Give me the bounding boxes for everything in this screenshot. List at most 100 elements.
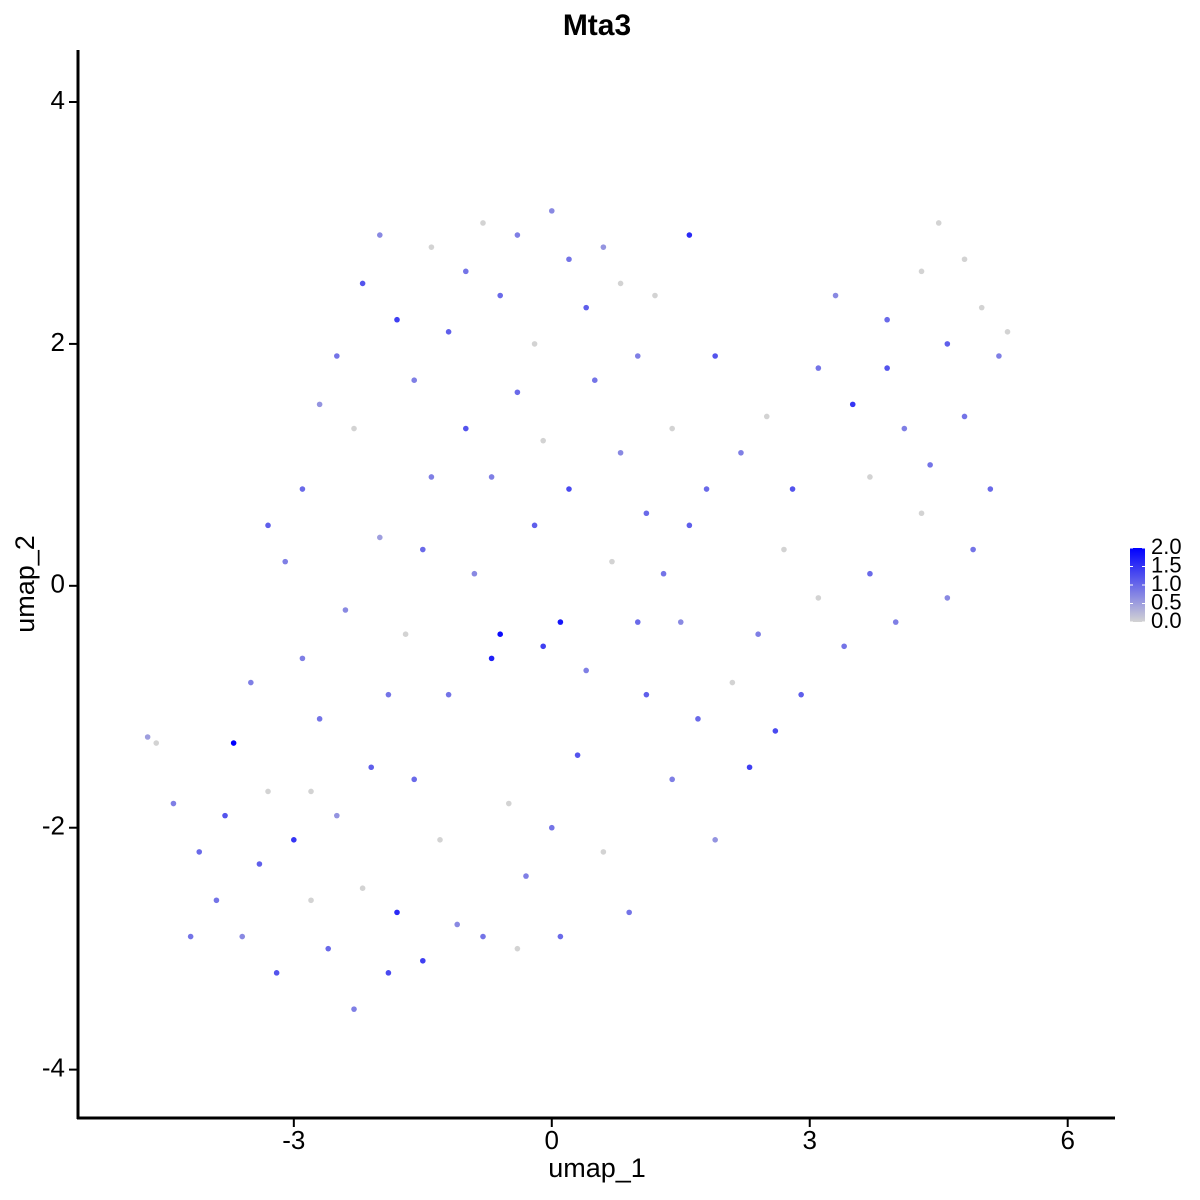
point bbox=[600, 849, 607, 855]
point bbox=[222, 812, 228, 819]
point bbox=[944, 595, 951, 601]
point bbox=[634, 353, 641, 359]
point bbox=[514, 945, 521, 952]
point bbox=[927, 462, 933, 468]
x-tick-label: 3 bbox=[803, 1125, 817, 1155]
point bbox=[308, 788, 314, 795]
point bbox=[849, 401, 856, 408]
point bbox=[686, 232, 693, 238]
point bbox=[832, 292, 839, 299]
point bbox=[591, 377, 598, 383]
colorbar-label: 1.5 bbox=[1151, 552, 1182, 577]
point bbox=[841, 643, 847, 650]
point bbox=[153, 740, 160, 746]
point bbox=[325, 945, 332, 952]
point bbox=[248, 679, 254, 686]
point bbox=[815, 595, 822, 601]
point bbox=[884, 316, 890, 323]
point bbox=[772, 728, 779, 734]
point bbox=[634, 619, 641, 625]
point bbox=[652, 292, 658, 299]
point bbox=[265, 788, 271, 795]
point bbox=[273, 970, 280, 976]
y-tick-label: 0 bbox=[51, 569, 65, 599]
y-axis-title: umap_2 bbox=[10, 535, 40, 633]
point bbox=[170, 800, 177, 807]
point bbox=[505, 800, 512, 807]
point bbox=[961, 413, 968, 420]
point bbox=[514, 232, 521, 238]
point bbox=[196, 849, 203, 855]
colorbar-label: 1.0 bbox=[1151, 571, 1182, 596]
point bbox=[316, 716, 323, 722]
point bbox=[291, 837, 297, 843]
point bbox=[712, 837, 718, 843]
point bbox=[308, 897, 314, 904]
point bbox=[497, 631, 503, 637]
point bbox=[359, 885, 366, 891]
point bbox=[669, 425, 675, 432]
y-tick-label: -4 bbox=[42, 1052, 65, 1082]
point bbox=[918, 268, 925, 275]
point bbox=[351, 425, 357, 432]
colorbar-label: 0.0 bbox=[1151, 608, 1182, 633]
point bbox=[643, 691, 650, 698]
point bbox=[230, 740, 237, 746]
point bbox=[884, 365, 890, 371]
y-tick-label: 2 bbox=[51, 327, 65, 357]
point bbox=[463, 425, 469, 432]
point bbox=[282, 558, 289, 565]
point bbox=[411, 377, 418, 383]
point bbox=[488, 655, 495, 662]
point bbox=[316, 401, 323, 408]
point bbox=[523, 873, 529, 879]
point bbox=[755, 631, 761, 637]
point bbox=[617, 280, 624, 287]
point bbox=[557, 933, 564, 940]
point bbox=[609, 558, 615, 565]
point bbox=[265, 522, 271, 529]
point bbox=[781, 546, 787, 553]
chart-title: Mta3 bbox=[563, 9, 631, 42]
point bbox=[385, 970, 392, 976]
x-tick-label: 6 bbox=[1060, 1125, 1074, 1155]
point bbox=[445, 329, 452, 335]
point bbox=[738, 449, 744, 456]
point bbox=[669, 776, 675, 783]
point bbox=[463, 268, 469, 275]
point bbox=[987, 486, 994, 492]
point bbox=[763, 413, 770, 420]
point bbox=[144, 734, 151, 740]
point bbox=[548, 824, 555, 831]
point bbox=[480, 220, 486, 226]
point bbox=[583, 667, 589, 674]
colorbar-label: 2.0 bbox=[1151, 534, 1182, 559]
point bbox=[351, 1006, 357, 1012]
point bbox=[695, 716, 701, 722]
point bbox=[867, 570, 873, 577]
point bbox=[420, 957, 426, 964]
point bbox=[566, 256, 572, 263]
point bbox=[454, 921, 461, 928]
point bbox=[420, 546, 426, 553]
point bbox=[1004, 329, 1011, 335]
x-tick-label: 0 bbox=[545, 1125, 559, 1155]
point bbox=[368, 764, 375, 771]
point bbox=[299, 655, 306, 662]
point bbox=[437, 837, 443, 843]
point bbox=[540, 643, 546, 650]
point bbox=[789, 486, 796, 492]
point bbox=[746, 764, 753, 771]
point bbox=[540, 437, 546, 444]
point bbox=[686, 522, 693, 529]
point bbox=[299, 486, 306, 492]
point bbox=[935, 220, 942, 226]
y-tick-label: 4 bbox=[51, 85, 65, 115]
point bbox=[996, 353, 1002, 359]
point bbox=[970, 546, 976, 553]
point bbox=[600, 244, 607, 250]
point bbox=[978, 304, 985, 311]
point bbox=[514, 389, 521, 396]
point bbox=[377, 232, 383, 238]
